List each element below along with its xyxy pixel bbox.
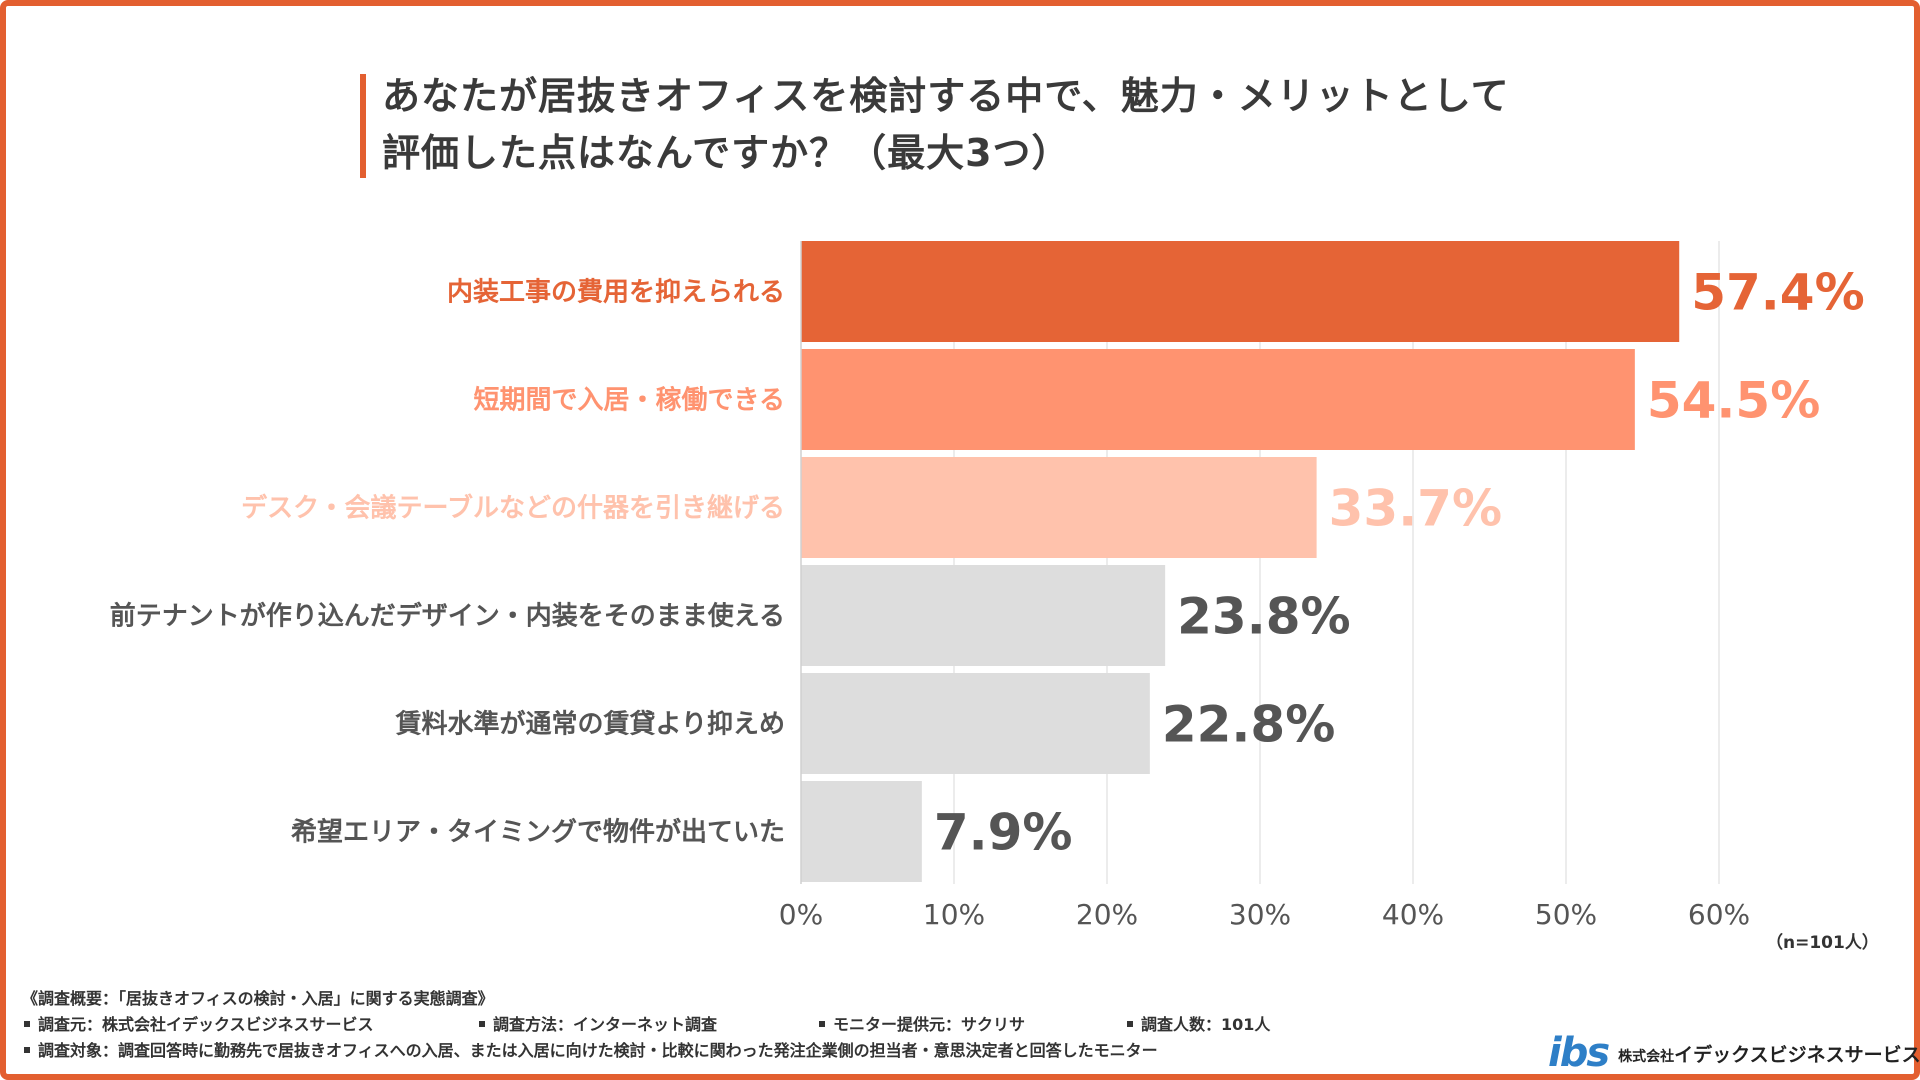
category-label: 内装工事の費用を抑えられる — [447, 278, 785, 308]
bar — [801, 673, 1150, 774]
company-prefix: 株式会社 — [1618, 1048, 1675, 1065]
value-label: 54.5% — [1647, 372, 1820, 430]
bar — [801, 565, 1166, 666]
bullet-icon — [24, 1047, 30, 1053]
x-tick-label: 60% — [1688, 898, 1750, 931]
category-label: 希望エリア・タイミングで物件が出ていた — [291, 817, 785, 848]
bar — [801, 241, 1680, 342]
survey-monitor-provider: モニター提供元：サクリサ — [833, 1015, 1026, 1034]
category-label: 前テナントが作り込んだデザイン・内装をそのまま使える — [110, 601, 785, 632]
ibs-logo-icon: ibs — [1548, 1030, 1610, 1076]
sample-size-note: （n=101人） — [1766, 933, 1879, 953]
value-label: 22.8% — [1162, 696, 1335, 754]
survey-detail-item: モニター提供元：サクリサ — [817, 1012, 1125, 1038]
survey-source: 調査元：株式会社イデックスビジネスサービス — [38, 1015, 374, 1034]
category-label: デスク・会議テーブルなどの什器を引き継げる — [241, 493, 785, 524]
survey-detail-item: 調査人数：101人 — [1125, 1012, 1270, 1038]
bar — [801, 349, 1635, 450]
survey-details-row-1: 調査元：株式会社イデックスビジネスサービス 調査方法：インターネット調査 モニター提… — [22, 1012, 1270, 1038]
value-label: 23.8% — [1177, 588, 1350, 646]
category-label: 短期間で入居・稼働できる — [474, 386, 785, 416]
bar — [801, 457, 1317, 558]
value-label: 7.9% — [934, 804, 1073, 862]
survey-details-row-2: 調査対象：調査回答時に勤務先で居抜きオフィスへの入居、または入居に向けた検討・比… — [22, 1038, 1270, 1064]
survey-method: 調査方法：インターネット調査 — [493, 1015, 718, 1034]
bullet-icon — [24, 1021, 30, 1027]
chart-title-line-1: あなたが居抜きオフィスを検討する中で、魅力・メリットとして — [382, 74, 1510, 118]
chart-title: あなたが居抜きオフィスを検討する中で、魅力・メリットとして 評価した点はなんです… — [382, 68, 1510, 182]
category-label: 賃料水準が通常の賃貸より抑えめ — [395, 709, 785, 740]
x-tick-label: 50% — [1535, 898, 1597, 931]
x-tick-label: 0% — [779, 898, 823, 931]
survey-title: 《調査概要：「居抜きオフィスの検討・入居」に関する実態調査》 — [22, 989, 494, 1008]
survey-detail-item: 調査方法：インターネット調査 — [477, 1012, 817, 1038]
value-label: 57.4% — [1691, 264, 1864, 322]
bullet-icon — [479, 1021, 485, 1027]
bullet-icon — [1127, 1021, 1133, 1027]
chart-title-line-2: 評価した点はなんですか？（最大3つ） — [382, 131, 1071, 175]
survey-detail-item: 調査元：株式会社イデックスビジネスサービス — [22, 1012, 477, 1038]
company-name: 株式会社イデックスビジネスサービス — [1618, 1040, 1920, 1067]
x-tick-label: 20% — [1076, 898, 1138, 931]
company-name-main: イデックスビジネスサービス — [1674, 1043, 1920, 1066]
company-logo: ibs 株式会社イデックスビジネスサービス — [1548, 1030, 1920, 1076]
bullet-icon — [819, 1021, 825, 1027]
x-tick-label: 30% — [1229, 898, 1291, 931]
x-tick-label: 10% — [923, 898, 985, 931]
value-label: 33.7% — [1329, 480, 1502, 538]
survey-count: 調査人数：101人 — [1141, 1015, 1271, 1034]
x-tick-label: 40% — [1382, 898, 1444, 931]
survey-target: 調査対象：調査回答時に勤務先で居抜きオフィスへの入居、または入居に向けた検討・比… — [38, 1041, 1158, 1060]
survey-footer: 《調査概要：「居抜きオフィスの検討・入居」に関する実態調査》 調査元：株式会社イ… — [22, 986, 1270, 1064]
title-accent-bar — [360, 74, 366, 178]
bar — [801, 781, 922, 882]
